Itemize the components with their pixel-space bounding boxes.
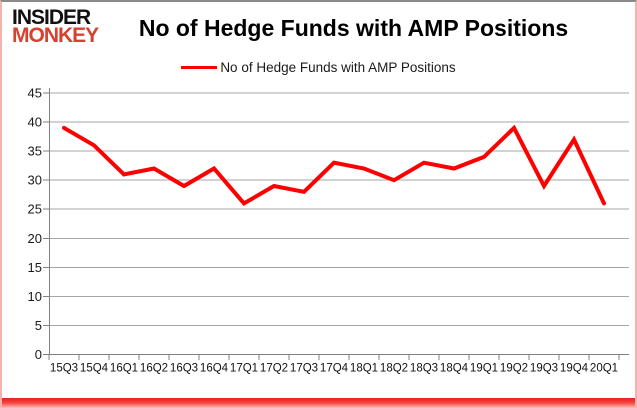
insider-monkey-logo: INSIDER MONKEY: [12, 6, 99, 47]
x-tick-label: 18Q3: [410, 363, 438, 375]
y-tick-label: 30: [28, 173, 42, 188]
x-tick-label: 15Q3: [50, 363, 78, 375]
x-tick-label: 16Q1: [110, 363, 138, 375]
chart-title: No of Hedge Funds with AMP Positions: [138, 15, 569, 41]
x-tick-label: 19Q3: [530, 363, 558, 375]
y-tick-label: 15: [28, 260, 42, 275]
y-tick-label: 10: [28, 289, 42, 304]
x-tick-label: 18Q2: [380, 363, 408, 375]
x-tick-label: 17Q4: [320, 363, 349, 375]
y-tick-label: 20: [28, 231, 42, 246]
x-tick-label: 18Q4: [440, 363, 469, 375]
y-tick-label: 25: [28, 202, 42, 217]
x-tick-label: 17Q3: [290, 363, 318, 375]
y-tick-label: 35: [28, 144, 42, 159]
y-tick-label: 0: [35, 347, 42, 362]
y-tick-label: 5: [35, 318, 42, 333]
x-tick-label: 19Q2: [500, 363, 528, 375]
legend-line-swatch: [181, 66, 218, 69]
series-line: [62, 124, 606, 206]
bottom-red-bar: [2, 398, 635, 408]
x-tick-label: 20Q1: [590, 363, 618, 375]
logo-monkey-text: MONKEY: [12, 23, 99, 47]
x-tick-label: 16Q4: [200, 363, 229, 375]
x-tick-label: 16Q2: [140, 363, 168, 375]
x-tick-label: 17Q2: [260, 363, 288, 375]
x-tick-label: 18Q1: [350, 363, 378, 375]
logo-insider-text: INSIDER: [12, 6, 91, 29]
y-tick-label: 40: [28, 115, 42, 130]
legend-label: No of Hedge Funds with AMP Positions: [220, 60, 456, 75]
x-tick-label: 19Q4: [560, 363, 589, 375]
x-tick-label: 19Q1: [470, 363, 498, 375]
legend: No of Hedge Funds with AMP Positions: [2, 60, 635, 75]
y-tick-label: 45: [28, 86, 42, 101]
x-tick-label: 15Q4: [80, 363, 109, 375]
x-tick-label: 16Q3: [170, 363, 198, 375]
x-tick-label: 17Q1: [230, 363, 258, 375]
